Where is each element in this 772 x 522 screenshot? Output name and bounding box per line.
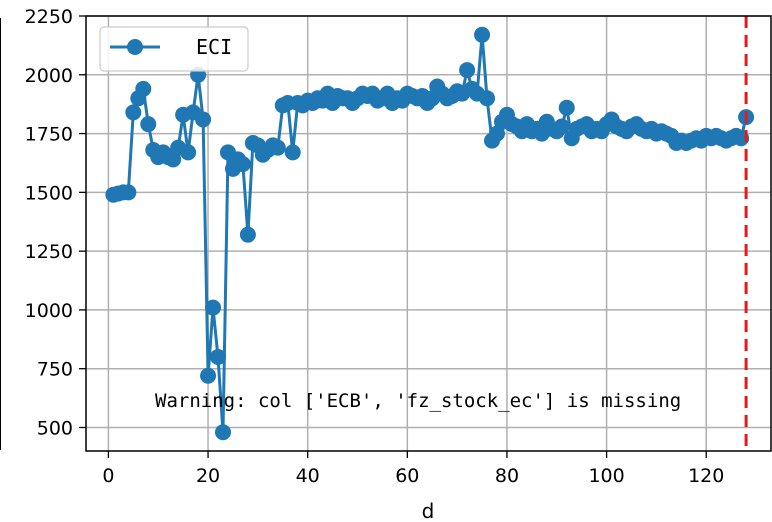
data-point (120, 184, 137, 201)
data-point (239, 226, 256, 243)
y-tick-label: 2000 (25, 65, 73, 87)
data-point (205, 299, 222, 316)
data-point (135, 80, 152, 97)
x-tick-label: 100 (588, 465, 624, 487)
data-point (553, 118, 570, 135)
x-tick-label: 0 (102, 465, 114, 487)
data-point (284, 144, 301, 161)
grid (86, 15, 771, 451)
data-point (558, 99, 575, 116)
data-point (180, 144, 197, 161)
data-point (474, 26, 491, 43)
y-axis-ticks: 500 750 1000 1250 1500 1750 2000 2250 (25, 6, 86, 439)
data-point (459, 62, 476, 79)
y-tick-label: 1750 (25, 124, 73, 146)
y-tick-label: 1500 (25, 182, 73, 204)
data-point (200, 367, 217, 384)
y-tick-label: 2250 (25, 6, 73, 28)
legend: ECI (99, 26, 249, 72)
plot-frame (85, 15, 772, 452)
data-point (215, 424, 231, 441)
warning-annotation: Warning: col ['ECB', 'fz_stock_ec'] is m… (155, 390, 681, 412)
x-tick-label: 80 (495, 465, 519, 487)
data-point (140, 116, 157, 133)
data-point (479, 90, 496, 107)
y-tick-label: 1250 (25, 241, 73, 263)
data-point (125, 104, 142, 121)
x-axis-ticks: 0 20 40 60 80 100 120 (102, 451, 724, 487)
x-axis-label: d (422, 499, 435, 522)
y-tick-label: 750 (37, 359, 73, 381)
x-tick-label: 40 (296, 465, 320, 487)
data-point (210, 348, 227, 365)
legend-box (99, 26, 249, 72)
y-tick-label: 500 (37, 417, 73, 439)
x-tick-label: 20 (196, 465, 220, 487)
legend-marker (127, 39, 143, 55)
legend-label-eci: ECI (196, 35, 232, 59)
data-point (234, 156, 251, 173)
x-tick-label: 60 (395, 465, 419, 487)
x-tick-label: 120 (688, 465, 724, 487)
data-point (269, 139, 286, 156)
y-tick-label: 1000 (25, 300, 73, 322)
series-points-group (105, 26, 755, 441)
data-point (195, 111, 212, 128)
